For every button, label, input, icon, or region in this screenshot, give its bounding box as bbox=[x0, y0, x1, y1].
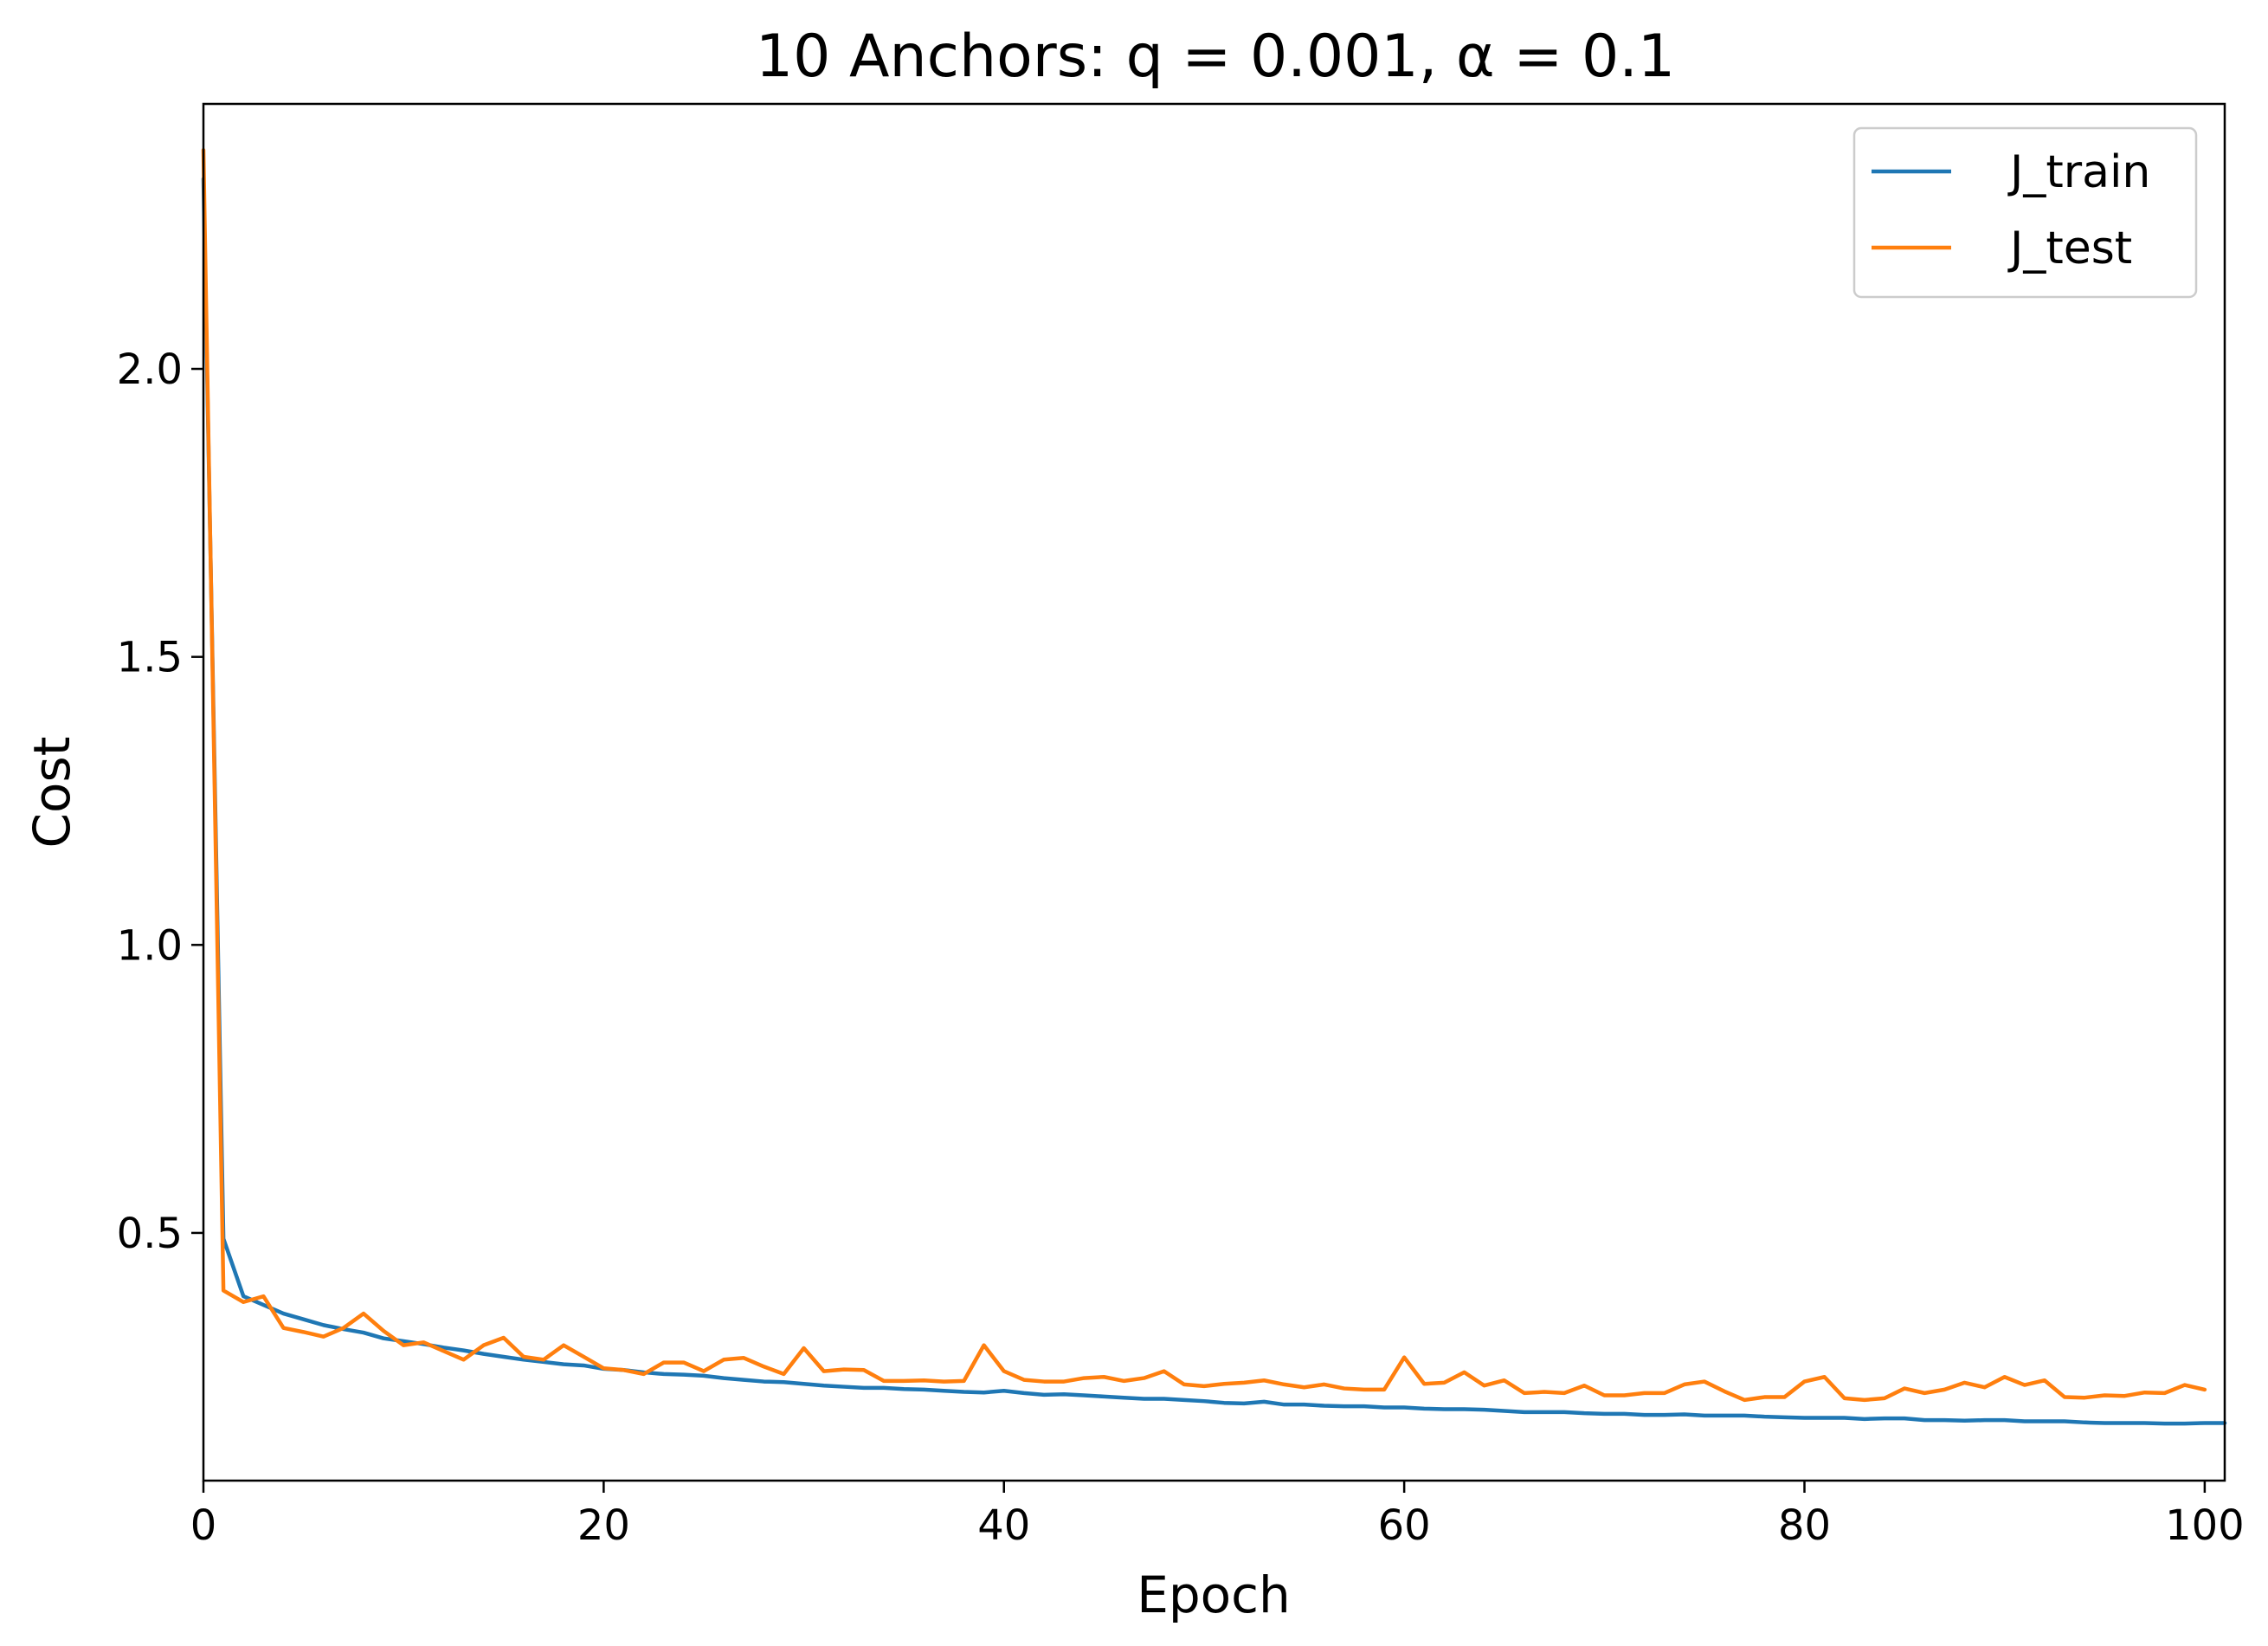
y-axis-ticks: 0.5 1.0 1.5 2.0 bbox=[117, 345, 203, 1258]
series-line-j-test bbox=[201, 147, 2207, 1403]
legend: J_train J_test bbox=[1852, 126, 2198, 299]
y-tick-label: 0.5 bbox=[117, 1210, 183, 1258]
y-tick-label: 2.0 bbox=[117, 345, 183, 394]
y-tick-label: 1.0 bbox=[117, 921, 183, 970]
y-axis-label: Cost bbox=[23, 737, 81, 849]
x-tick-label: 100 bbox=[2165, 1501, 2245, 1550]
x-tick-label: 0 bbox=[190, 1501, 217, 1550]
x-axis-ticks: 0 20 40 60 80 100 bbox=[190, 1481, 2245, 1550]
series-line-j-train bbox=[201, 177, 2227, 1426]
x-tick-label: 80 bbox=[1778, 1501, 1831, 1550]
x-tick-label: 60 bbox=[1378, 1501, 1431, 1550]
legend-label-j-train: J_train bbox=[2007, 146, 2150, 198]
x-axis-label: Epoch bbox=[1137, 1565, 1291, 1624]
chart-title: 10 Anchors: q = 0.001, α = 0.1 bbox=[756, 23, 1675, 91]
x-tick-label: 20 bbox=[577, 1501, 630, 1550]
y-tick-label: 1.5 bbox=[117, 634, 183, 682]
axes-frame bbox=[202, 102, 2226, 1482]
legend-label-j-test: J_test bbox=[2007, 223, 2132, 274]
x-tick-label: 40 bbox=[977, 1501, 1030, 1550]
plot-area bbox=[201, 147, 2227, 1426]
